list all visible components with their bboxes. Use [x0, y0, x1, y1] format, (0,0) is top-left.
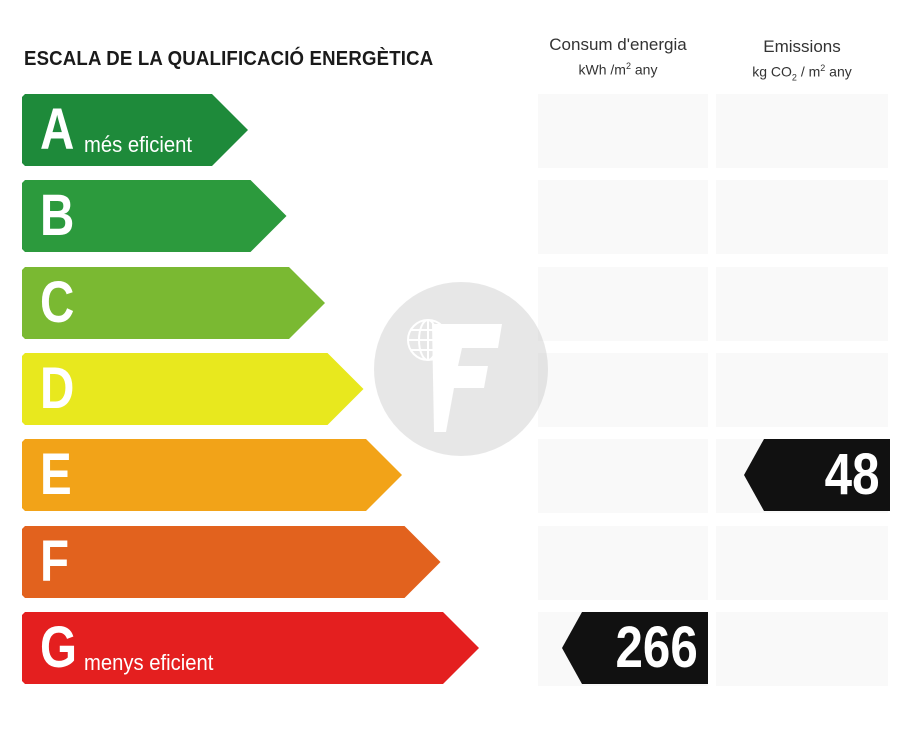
- emissions-column-header: Emissions kg CO2 / m2 any: [718, 36, 886, 87]
- emissions-value-tag: 48: [744, 439, 890, 511]
- rating-letter: F: [40, 529, 70, 594]
- consumption-cell: [538, 267, 708, 341]
- consumption-column-header: Consum d'energia kWh /m2 any: [532, 34, 704, 80]
- tag-arrow-polygon: [744, 439, 890, 511]
- rating-arrow-polygon: [22, 439, 402, 511]
- emissions-value: 48: [825, 442, 880, 507]
- consumption-label: Consum d'energia: [549, 35, 687, 54]
- consumption-value: 266: [615, 615, 698, 680]
- rating-arrow-polygon: [22, 267, 325, 339]
- consumption-cell: [538, 526, 708, 600]
- emissions-cell: [716, 526, 888, 600]
- rating-bar-e: E: [22, 439, 402, 511]
- emissions-cell: [716, 94, 888, 168]
- emissions-label: Emissions: [763, 37, 841, 56]
- rating-letter: B: [40, 183, 75, 248]
- emissions-cell: [716, 180, 888, 254]
- rating-arrow-shape: [22, 439, 402, 511]
- emissions-cell: [716, 267, 888, 341]
- page-title: ESCALA DE LA QUALIFICACIÓ ENERGÈTICA: [24, 48, 434, 70]
- consumption-unit: kWh /m2 any: [578, 61, 658, 78]
- rating-letter: A: [40, 97, 75, 162]
- emissions-cell: [716, 353, 888, 427]
- rating-arrow-shape: [22, 526, 441, 598]
- consumption-cell: [538, 94, 708, 168]
- rating-bar-b: B: [22, 180, 287, 252]
- rating-arrow-shape: [22, 267, 325, 339]
- rating-arrow-polygon: [22, 353, 364, 425]
- rating-letter: D: [40, 356, 75, 421]
- consumption-value-tag: 266: [562, 612, 708, 684]
- tag-arrow-shape: [562, 612, 708, 684]
- rating-arrow-shape: [22, 353, 364, 425]
- rating-arrow-polygon: [22, 526, 441, 598]
- rating-arrow-shape: [22, 612, 479, 684]
- tag-arrow-shape: [744, 439, 890, 511]
- rating-arrow-shape: [22, 94, 248, 166]
- f-globe-logo-icon: [374, 282, 548, 456]
- emissions-unit: kg CO2 / m2 any: [752, 63, 852, 83]
- rating-caption: menys eficient: [84, 650, 214, 675]
- rating-letter: C: [40, 270, 75, 335]
- rating-letter: E: [40, 442, 72, 507]
- rating-bar-d: D: [22, 353, 364, 425]
- emissions-cell: [716, 612, 888, 686]
- rating-bar-c: C: [22, 267, 325, 339]
- tag-arrow-polygon: [562, 612, 708, 684]
- rating-arrow-shape: [22, 180, 287, 252]
- consumption-cell: [538, 353, 708, 427]
- rating-letter: G: [40, 615, 78, 680]
- consumption-cell: [538, 439, 708, 513]
- consumption-cell: [538, 180, 708, 254]
- rating-arrow-polygon: [22, 94, 248, 166]
- rating-bar-f: F: [22, 526, 441, 598]
- rating-arrow-polygon: [22, 612, 479, 684]
- rating-caption: més eficient: [84, 132, 192, 157]
- rating-arrow-polygon: [22, 180, 287, 252]
